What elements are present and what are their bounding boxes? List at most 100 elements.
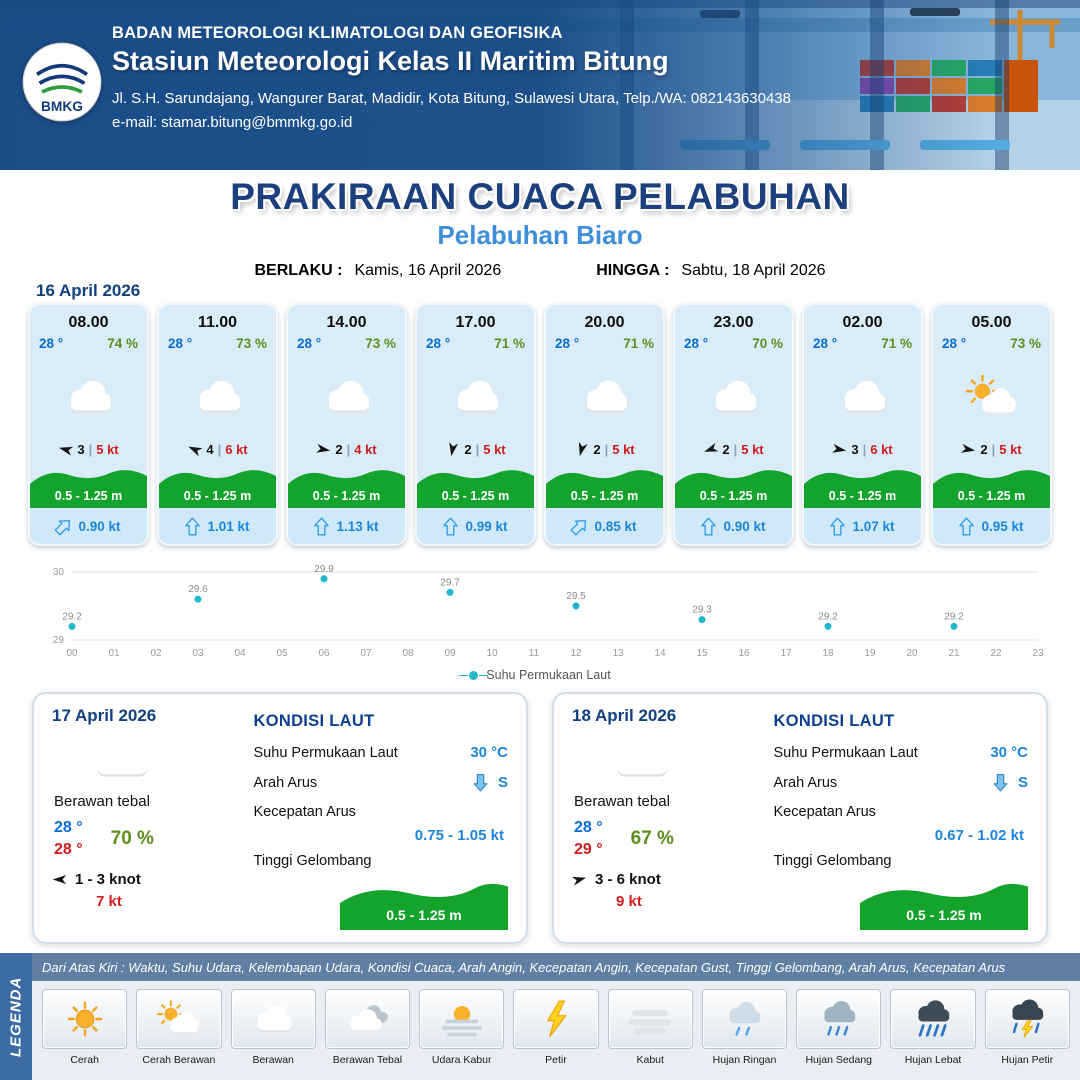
chart-x-tick: 06 (318, 648, 330, 659)
legend-label: Berawan Tebal (332, 1054, 403, 1066)
weather-icon (675, 351, 792, 442)
station-name: Stasiun Meteorologi Kelas II Maritim Bit… (112, 46, 669, 76)
wind-direction-icon (701, 440, 720, 459)
chart-x-tick: 13 (612, 648, 624, 659)
hourly-forecast-card: 05.00 28 ° 73 % 2 | 5 kt 0.5 - 1.25 m 0.… (931, 303, 1052, 546)
gust-speed: 5 kt (741, 442, 764, 457)
wind-row: 2 | 5 kt (933, 442, 1050, 462)
wind-direction-icon (315, 441, 332, 458)
wind-row: 1 - 3 knot (52, 871, 244, 888)
current-speed: 0.90 kt (78, 518, 121, 534)
wave-height-graphic: 0.5 - 1.25 m (860, 874, 1028, 930)
chart-x-tick: 04 (234, 648, 246, 659)
chart-x-tick: 12 (570, 648, 582, 659)
wind-speed: 3 (77, 442, 85, 457)
date-label: 17 April 2026 (52, 706, 157, 725)
weather-icon (30, 351, 147, 442)
wave-height: 0.5 - 1.25 m (957, 489, 1026, 503)
chart-x-tick: 11 (529, 648, 540, 659)
hourly-forecast-card: 17.00 28 ° 71 % 2 | 5 kt 0.5 - 1.25 m 0.… (415, 303, 536, 546)
valid-to-value: Sabtu, 18 April 2026 (681, 262, 826, 279)
wind-direction-icon (185, 440, 205, 460)
current-row: 0.95 kt (933, 508, 1050, 544)
wind-row: 3 | 5 kt (30, 442, 147, 462)
current-speed-value: 0.67 - 1.02 kt (934, 827, 1024, 844)
humidity: 67 % (630, 828, 674, 850)
temp-humidity-row: 28 ° 73 % (288, 332, 405, 351)
chart-y-tick: 29 (53, 635, 65, 646)
wind-row: 2 | 4 kt (288, 442, 405, 462)
wind-row: 4 | 6 kt (159, 442, 276, 462)
temp-humidity-row: 28 ° 73 % (159, 332, 276, 351)
sst-chart: 29 30 00 01 02 03 04 05 06 07 08 09 10 11 12 13 14 15 16 17… (53, 564, 1044, 659)
legend-weather-icon (890, 989, 976, 1049)
current-direction-icon (443, 517, 459, 536)
current-direction-icon (473, 773, 488, 792)
chart-x-tick: 22 (990, 648, 1002, 659)
current-direction-icon (993, 773, 1008, 792)
current-direction-icon (959, 517, 975, 536)
legend-label: Cerah Berawan (142, 1054, 216, 1066)
temperature-night: 29 ° (574, 841, 603, 859)
chart-x-tick: 08 (402, 648, 414, 659)
humidity: 73 % (236, 336, 267, 351)
station-address: Jl. S.H. Sarundajang, Wangurer Barat, Ma… (112, 90, 791, 107)
sst-chart-section: 29 30 00 01 02 03 04 05 06 07 08 09 10 11 12 13 14 15 16 17… (30, 556, 1050, 682)
wave-band: 0.5 - 1.25 m (417, 462, 534, 508)
header: BMKG BADAN METEOROLOGI KLIMATOLOGI DAN G… (0, 0, 1080, 170)
air-temperature: 28 ° (297, 336, 322, 351)
title-section: PRAKIRAAN CUACA PELABUHAN Pelabuhan Biar… (0, 176, 1080, 280)
weather-icon (417, 351, 534, 442)
time-label: 23.00 (713, 314, 754, 331)
current-speed: 0.90 kt (723, 518, 766, 534)
wave-height: 0.5 - 1.25 m (54, 489, 123, 503)
air-temperature: 28 ° (426, 336, 451, 351)
legend-item: Hujan Ringan (701, 989, 788, 1066)
page-subtitle: Pelabuhan Biaro (437, 220, 643, 250)
legend-label: Cerah (70, 1054, 99, 1066)
weather-icon (933, 351, 1050, 442)
chart-x-tick: 00 (66, 648, 78, 659)
legend-weather-icon (984, 989, 1070, 1049)
gust-speed: 4 kt (354, 442, 377, 457)
daily-forecast-row: 17 April 2026 Berawan tebal 28 ° 28 ° 70… (32, 692, 1048, 944)
legend-weather-icon (701, 989, 788, 1049)
chart-point-label: 29.3 (692, 605, 712, 616)
header-overlay (0, 0, 1080, 170)
humidity: 73 % (365, 336, 396, 351)
temps-row: 28 ° 29 ° 67 % (574, 817, 764, 862)
valid-from-value: Kamis, 16 April 2026 (354, 262, 502, 279)
legend-item: Petir (513, 989, 599, 1066)
time-label: 05.00 (971, 314, 1012, 331)
chart-x-tick: 23 (1032, 648, 1044, 659)
air-temperature: 28 ° (555, 336, 580, 351)
legend-note: Dari Atas Kiri : Waktu, Suhu Udara, Kele… (32, 953, 1080, 981)
sst-value: 30 °C (470, 744, 508, 761)
legend-item: Cerah Berawan (136, 989, 222, 1066)
wave-height: 0.5 - 1.25 m (570, 489, 639, 503)
wind-speed-range: 1 - 3 knot (75, 870, 141, 888)
wind-separator: | (862, 442, 867, 457)
chart-x-tick: 20 (906, 648, 918, 659)
current-row: 0.85 kt (546, 508, 663, 544)
wind-separator: | (475, 442, 480, 457)
legend-weather-icon (419, 989, 505, 1049)
current-row: 1.07 kt (804, 508, 921, 544)
chart-point (824, 622, 832, 630)
wind-direction-icon (570, 870, 588, 888)
chart-point (194, 595, 202, 603)
temp-humidity-row: 28 ° 74 % (30, 332, 147, 351)
current-direction-icon (701, 517, 717, 536)
temp-humidity-row: 28 ° 71 % (417, 332, 534, 351)
current-direction-value: S (497, 774, 508, 791)
wave-height: 0.5 - 1.25 m (312, 489, 381, 503)
validity-row: BERLAKU : Kamis, 16 April 2026 HINGGA : … (0, 262, 1080, 280)
wave-height: 0.5 - 1.25 m (441, 489, 510, 503)
chart-x-tick: 21 (948, 648, 960, 659)
chart-point (698, 616, 706, 624)
hourly-forecast-card: 11.00 28 ° 73 % 4 | 6 kt 0.5 - 1.25 m 1.… (157, 303, 278, 546)
wind-speed: 2 (593, 442, 601, 457)
air-temperature: 28 ° (942, 336, 967, 351)
chart-x-tick: 16 (738, 648, 750, 659)
wind-separator: | (346, 442, 351, 457)
